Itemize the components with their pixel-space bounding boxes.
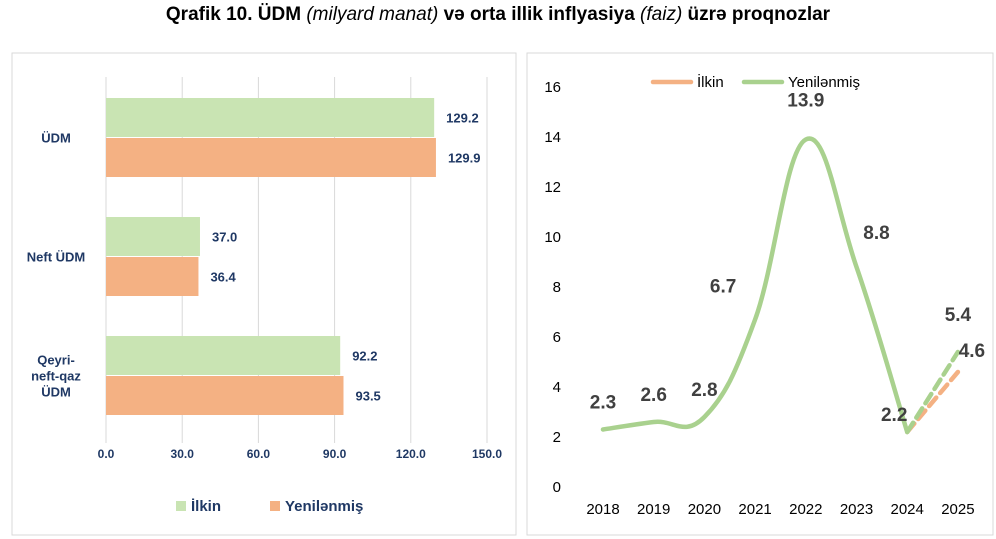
line-series-ilkin xyxy=(904,369,961,435)
line-data-label: 6.7 xyxy=(710,277,736,298)
bar-legend-label: İlkin xyxy=(191,498,221,515)
bar-legend-swatch xyxy=(270,501,280,511)
line-data-label: 8.8 xyxy=(863,223,889,244)
bar-x-tick-label: 30.0 xyxy=(171,447,195,461)
bar-x-tick-label: 90.0 xyxy=(323,447,347,461)
line-x-tick-label: 2024 xyxy=(891,501,924,518)
line-axes: 0 2 4 6 8 10 12 14 16 2018 2019 2020 2021 2022 2023 202… xyxy=(544,79,974,518)
bar-x-axis: 0.0 30.0 60.0 90.0 120.0 150.0 xyxy=(98,447,503,461)
bar-category-label-line: ÜDM xyxy=(41,385,71,400)
bar-ilkin xyxy=(106,98,435,137)
bar-category-label-line: ÜDM xyxy=(41,131,71,146)
bar-legend: İlkin Yenilənmiş xyxy=(176,498,363,515)
line-x-tick-label: 2022 xyxy=(789,501,822,518)
bar-value-label: 93.5 xyxy=(355,389,380,404)
inflation-line-chart: 0 2 4 6 8 10 12 14 16 2018 2019 2020 2021 2022 2023 202… xyxy=(526,52,994,536)
gdp-bar-chart: 129.2 129.9 37.0 36.4 92.2 93.5 0.0 30.0 60.0 90… xyxy=(11,52,517,536)
line-data-labels: 2.3 2.6 2.8 6.7 13.9 8.8 2.2 5.4 4.6 xyxy=(590,91,985,427)
line-data-label: 2.6 xyxy=(640,385,666,406)
bar-yenilenmis xyxy=(106,257,199,296)
line-y-tick-label: 0 xyxy=(553,479,561,496)
bar-ilkin xyxy=(106,217,200,256)
bar-category-label: ÜDM xyxy=(41,131,71,146)
bar-legend-label: Yenilənmiş xyxy=(285,498,363,515)
line-x-tick-label: 2023 xyxy=(840,501,873,518)
line-chart-frame xyxy=(526,52,994,536)
bar-legend-swatch xyxy=(176,501,186,511)
line-data-label: 13.9 xyxy=(787,91,824,112)
line-legend-label: İlkin xyxy=(697,73,724,91)
line-y-tick-label: 6 xyxy=(553,329,561,346)
line-y-tick-label: 10 xyxy=(544,229,561,246)
bar-category-label-line: Qeyri- xyxy=(37,353,75,368)
bar-category-label-line: Neft ÜDM xyxy=(27,250,86,265)
bar-chart-frame xyxy=(11,52,517,536)
line-x-tick-label: 2025 xyxy=(941,501,974,518)
bar-x-tick-label: 120.0 xyxy=(396,447,426,461)
line-series xyxy=(600,136,961,435)
line-x-tick-label: 2019 xyxy=(637,501,670,518)
line-data-label: 2.2 xyxy=(881,405,907,426)
line-series-yenilenmis-forecast xyxy=(904,349,961,435)
bar-category-label: Qeyri-neft-qaz ÜDM xyxy=(31,353,81,400)
chart-title: Qrafik 10. ÜDM (milyard manat) və orta i… xyxy=(0,4,996,26)
line-legend-label: Yenilənmiş xyxy=(788,74,860,91)
line-legend: İlkin Yenilənmiş xyxy=(650,73,860,91)
line-y-tick-label: 14 xyxy=(544,129,561,146)
bar-x-tick-label: 60.0 xyxy=(247,447,271,461)
line-x-tick-label: 2021 xyxy=(738,501,771,518)
line-data-label: 2.8 xyxy=(691,380,717,401)
title-part1: Qrafik 10. ÜDM xyxy=(165,4,307,25)
bar-value-label: 129.2 xyxy=(446,111,479,126)
bar-x-tick-label: 150.0 xyxy=(472,447,502,461)
line-series-yenilenmis xyxy=(600,136,910,435)
bar-value-label: 129.9 xyxy=(448,151,481,166)
line-y-tick-label: 2 xyxy=(553,429,561,446)
bar-series: 129.2 129.9 37.0 36.4 92.2 93.5 xyxy=(106,98,480,415)
line-y-tick-label: 16 xyxy=(544,79,561,96)
bar-x-tick-label: 0.0 xyxy=(98,447,115,461)
bar-yenilenmis xyxy=(106,138,436,177)
bar-category-label: Neft ÜDM xyxy=(27,250,86,265)
bar-category-label-line: neft-qaz xyxy=(31,369,81,384)
line-y-tick-label: 8 xyxy=(553,279,561,296)
line-x-tick-label: 2018 xyxy=(586,501,619,518)
line-y-tick-label: 4 xyxy=(553,379,561,396)
bar-value-label: 37.0 xyxy=(212,230,237,245)
title-unit-gdp: (milyard manat) xyxy=(306,4,439,25)
title-part5: üzrə proqnozlar xyxy=(682,4,831,25)
bar-ilkin xyxy=(106,336,341,375)
line-data-label: 5.4 xyxy=(945,305,972,326)
bar-value-label: 36.4 xyxy=(210,270,236,285)
title-unit-inflation: (faiz) xyxy=(640,4,683,25)
line-data-label: 2.3 xyxy=(590,393,616,414)
bar-yenilenmis xyxy=(106,376,344,415)
bar-value-label: 92.2 xyxy=(352,349,377,364)
line-y-tick-label: 12 xyxy=(544,179,561,196)
line-data-label: 4.6 xyxy=(959,341,985,362)
title-part3: və orta illik inflyasiya xyxy=(438,4,641,25)
line-x-tick-label: 2020 xyxy=(688,501,721,518)
